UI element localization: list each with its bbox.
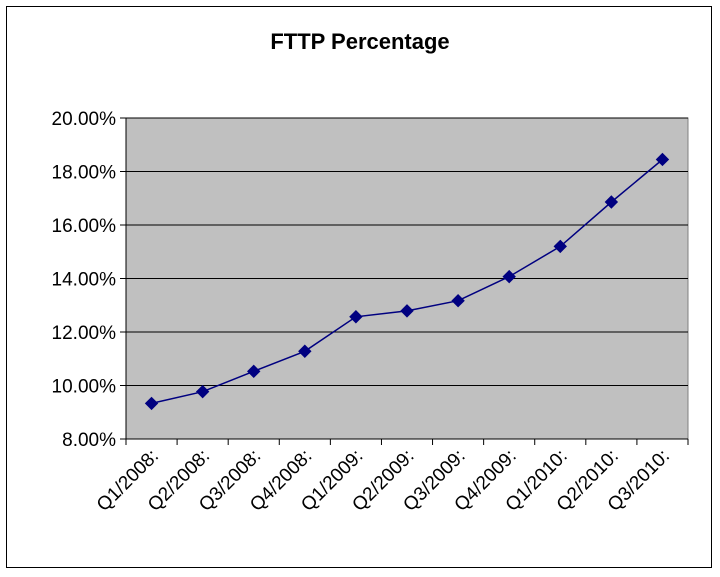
y-axis: 8.00% 10.00% 12.00% 14.00% 16.00% 18.00% 20.00…	[52, 109, 127, 451]
data-point-marker	[247, 364, 261, 379]
y-tick-label: 10.00%	[52, 377, 117, 398]
data-point-marker	[553, 239, 567, 254]
data-point-marker	[195, 384, 210, 399]
data-point-marker	[604, 195, 619, 209]
series-layer	[144, 152, 670, 411]
y-tick-label: 12.00%	[52, 323, 117, 344]
data-point-marker	[655, 152, 670, 167]
y-tick-label: 8.00%	[62, 430, 116, 451]
data-point-marker	[451, 293, 465, 308]
y-tick-label: 20.00%	[52, 109, 117, 130]
data-point-marker	[400, 304, 414, 318]
y-tick-label: 18.00%	[52, 163, 117, 184]
data-point-marker	[144, 396, 159, 411]
x-axis: Q1/2008:Q2/2008:Q3/2008:Q4/2008:Q1/2009:…	[93, 438, 689, 516]
y-tick-label: 16.00%	[52, 216, 117, 237]
data-point-marker	[298, 344, 312, 358]
chart-title: FTTP Percentage	[270, 29, 449, 54]
data-point-marker	[502, 269, 516, 284]
data-point-marker	[349, 310, 363, 324]
y-tick-label: 14.00%	[52, 270, 117, 291]
